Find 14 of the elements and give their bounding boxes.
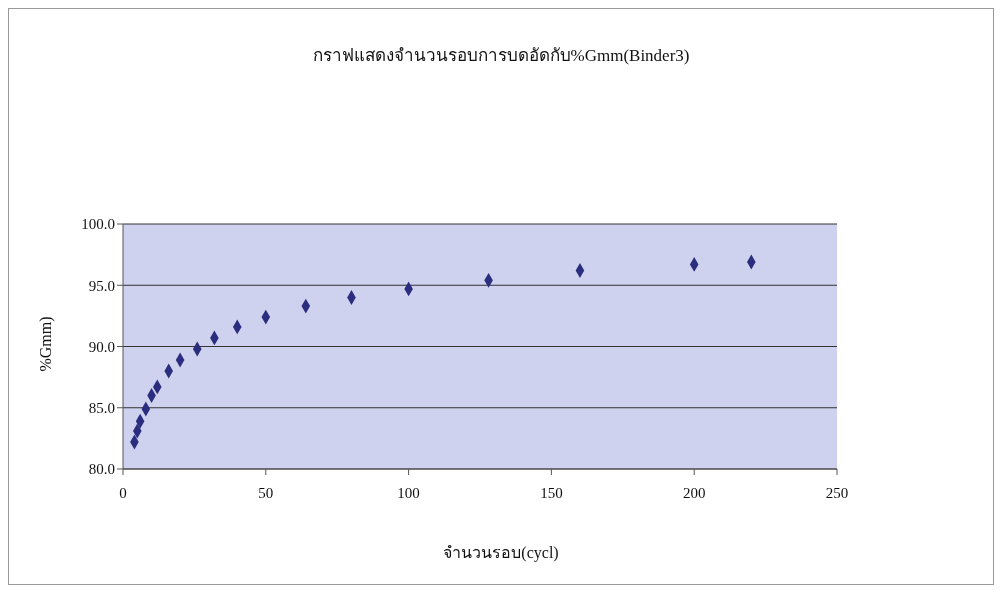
- y-tick-label: 85.0: [88, 400, 115, 417]
- y-tick-label: 90.0: [88, 338, 115, 355]
- x-tick-label: 150: [540, 484, 563, 501]
- x-tick-label: 100: [397, 484, 420, 501]
- chart-title: กราฟแสดงจำนวนรอบการบดอัดกับ%Gmm(Binder3): [311, 45, 691, 67]
- y-tick-label: 80.0: [88, 461, 115, 478]
- y-tick-label: 95.0: [88, 277, 115, 294]
- y-axis-title: %Gmm): [37, 316, 55, 372]
- x-tick-label: 250: [825, 484, 849, 501]
- x-tick-label: 200: [682, 484, 706, 501]
- y-tick-label: 100.0: [81, 216, 115, 233]
- x-tick-label: 0: [119, 484, 127, 501]
- x-axis-title: จำนวนรอบ(cycl): [442, 543, 560, 564]
- x-tick-label: 50: [258, 484, 274, 501]
